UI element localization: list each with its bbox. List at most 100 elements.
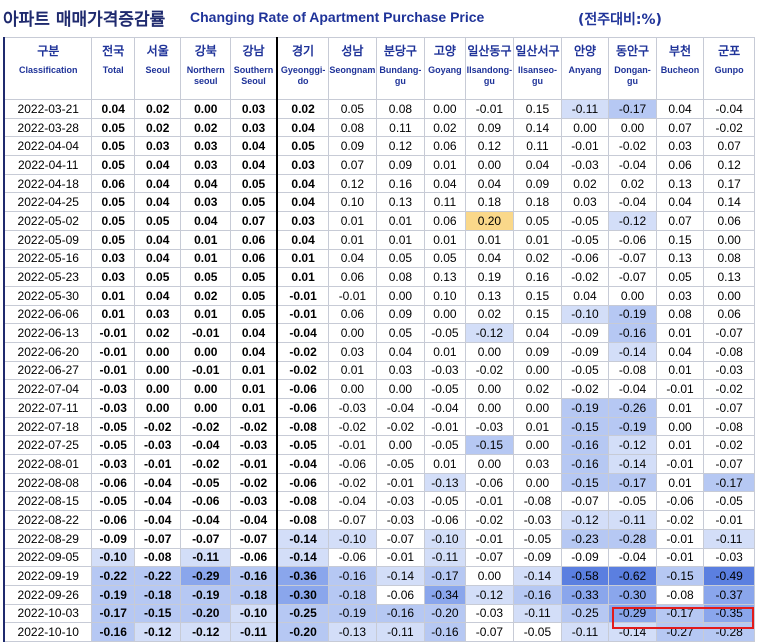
table-cell: 0.03	[133, 304, 182, 325]
table-cell: -0.03	[703, 360, 755, 381]
column-header-korean: 경기	[292, 44, 315, 58]
table-cell: 0.03	[655, 136, 705, 157]
column-header-english: Gunpo	[714, 65, 744, 75]
row-date: 2022-10-03	[3, 603, 93, 624]
table-cell: -0.01	[375, 547, 426, 568]
row-date: 2022-04-11	[3, 155, 93, 175]
table-cell: -0.06	[180, 491, 232, 512]
table-row: 2022-04-04 0.05 0.03 0.03 0.04 0.05 0.09 0.12 0.…	[3, 136, 755, 157]
table-cell: -0.08	[703, 341, 755, 362]
table-cell: -0.01	[91, 360, 135, 381]
table-cell: 0.05	[91, 155, 135, 175]
table-cell: 0.13	[655, 173, 705, 194]
table-cell: 0.09	[375, 304, 426, 325]
table-cell: -0.07	[703, 398, 755, 418]
table-cell: 0.01	[513, 229, 562, 250]
column-header-korean: 서울	[146, 44, 169, 58]
column-header-1: 전국 Total	[91, 37, 135, 100]
column-header-0: 구분 Classification	[3, 37, 93, 100]
table-cell: 0.00	[133, 341, 182, 362]
table-cell: 0.04	[424, 173, 466, 194]
table-cell: -0.09	[560, 547, 610, 568]
table-cell: 0.01	[230, 379, 278, 399]
table-cell: 0.01	[424, 454, 466, 474]
column-header-english: Gyeonggi-do	[280, 65, 326, 86]
table-cell: 0.08	[375, 99, 426, 119]
table-cell: -0.02	[230, 416, 278, 437]
table-cell: 0.05	[133, 267, 182, 287]
table-cell: 0.01	[424, 341, 466, 362]
table-cell: -0.04	[276, 323, 330, 343]
table-cell: -0.07	[328, 510, 377, 530]
table-cell: -0.35	[703, 603, 755, 624]
table-cell: -0.04	[328, 491, 377, 512]
table-cell: 0.03	[180, 192, 232, 213]
table-cell: -0.22	[133, 566, 182, 586]
row-date: 2022-09-26	[3, 584, 93, 605]
table-cell: -0.05	[608, 491, 657, 512]
column-header-2: 서울 Seoul	[133, 37, 182, 100]
table-cell: -0.01	[328, 285, 377, 306]
table-cell: -0.12	[180, 622, 232, 642]
table-cell: -0.12	[608, 435, 657, 456]
table-cell: 0.07	[655, 211, 705, 231]
table-cell: 0.03	[328, 341, 377, 362]
table-cell: -0.02	[608, 136, 657, 157]
table-cell: -0.62	[608, 566, 657, 586]
table-cell: -0.15	[655, 566, 705, 586]
column-header-korean: 부천	[669, 44, 692, 58]
table-cell: -0.08	[703, 416, 755, 437]
table-cell: 0.01	[180, 229, 232, 250]
table-cell: -0.02	[328, 416, 377, 437]
table-cell: 0.04	[560, 285, 610, 306]
table-cell: -0.12	[133, 622, 182, 642]
table-cell: -0.02	[464, 360, 515, 381]
table-cell: -0.28	[608, 528, 657, 549]
table-cell: -0.25	[276, 603, 330, 624]
table-cell: 0.11	[375, 117, 426, 138]
table-cell: -0.03	[133, 435, 182, 456]
table-cell: 0.07	[655, 117, 705, 138]
table-cell: 0.01	[655, 435, 705, 456]
table-cell: -0.05	[424, 435, 466, 456]
table-cell: 0.04	[180, 211, 232, 231]
table-cell: -0.28	[703, 622, 755, 642]
table-cell: -0.08	[608, 360, 657, 381]
table-cell: -0.04	[180, 510, 232, 530]
table-cell: 0.01	[91, 304, 135, 325]
column-header-korean: 강북	[194, 44, 217, 58]
table-cell: -0.04	[133, 491, 182, 512]
table-cell: 0.07	[230, 211, 278, 231]
table-cell: 0.01	[655, 323, 705, 343]
table-cell: 0.01	[328, 229, 377, 250]
row-date: 2022-03-21	[3, 99, 93, 119]
table-cell: -0.06	[608, 229, 657, 250]
table-cell: -0.11	[424, 547, 466, 568]
table-cell: -0.08	[276, 510, 330, 530]
table-cell: 0.09	[513, 341, 562, 362]
column-header-korean: 고양	[433, 44, 456, 58]
column-header-english: Seoul	[145, 65, 170, 75]
table-cell: 0.15	[513, 304, 562, 325]
table-cell: -0.04	[276, 454, 330, 474]
table-cell: -0.05	[424, 491, 466, 512]
table-cell: -0.14	[276, 528, 330, 549]
table-cell: -0.04	[180, 435, 232, 456]
column-header-english: Northern seoul	[186, 65, 225, 86]
table-cell: 0.05	[230, 173, 278, 194]
table-row: 2022-07-25 -0.05 -0.03 -0.04 -0.03 -0.05 -0.01…	[3, 435, 755, 456]
table-cell: 0.13	[464, 285, 515, 306]
column-header-korean: 동안구	[615, 44, 650, 58]
table-cell: -0.07	[464, 622, 515, 642]
table-cell: -0.05	[276, 435, 330, 456]
row-date: 2022-10-10	[3, 622, 93, 642]
table-cell: -0.18	[230, 584, 278, 605]
table-cell: 0.08	[655, 304, 705, 325]
table-cell: -0.18	[133, 584, 182, 605]
column-header-11: 안양 Anyang	[560, 37, 610, 100]
table-cell: 0.01	[180, 248, 232, 269]
table-cell: -0.04	[230, 510, 278, 530]
table-cell: -0.11	[560, 622, 610, 642]
table-cell: -0.27	[655, 622, 705, 642]
table-cell: 0.01	[655, 360, 705, 381]
